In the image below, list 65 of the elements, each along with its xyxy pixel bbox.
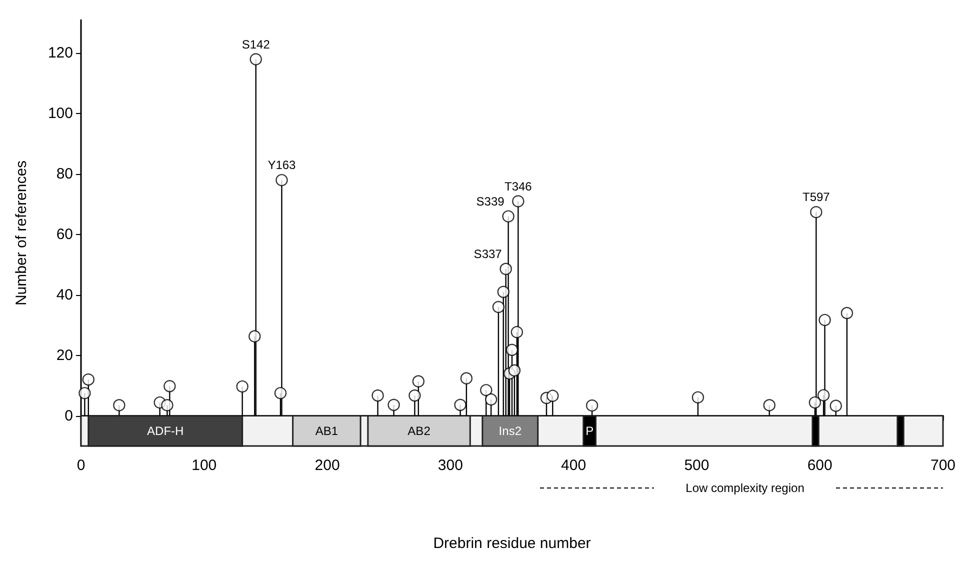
x-tick-label: 100 bbox=[192, 457, 217, 474]
point bbox=[412, 375, 425, 388]
x-tick-label: 700 bbox=[930, 457, 956, 474]
point bbox=[510, 326, 524, 338]
point bbox=[484, 393, 498, 406]
point bbox=[508, 364, 521, 377]
point bbox=[810, 206, 822, 218]
y-axis-title: Number of references bbox=[13, 160, 30, 306]
annotation: S337 bbox=[474, 246, 502, 261]
point bbox=[236, 380, 248, 393]
point bbox=[808, 396, 822, 409]
point bbox=[388, 398, 400, 412]
band-label: AB2 bbox=[408, 424, 431, 438]
point bbox=[763, 399, 776, 412]
point bbox=[248, 330, 261, 342]
point bbox=[502, 210, 514, 222]
y-tick-label: 80 bbox=[56, 166, 73, 183]
point bbox=[480, 384, 492, 396]
annotation: T346 bbox=[504, 179, 532, 194]
point bbox=[818, 314, 831, 326]
x-tick-label: 500 bbox=[684, 457, 710, 474]
point bbox=[497, 286, 510, 298]
point bbox=[840, 306, 854, 320]
band-label: P bbox=[586, 424, 594, 438]
point bbox=[454, 398, 466, 412]
point bbox=[274, 387, 287, 400]
point bbox=[250, 53, 262, 66]
point bbox=[500, 262, 512, 276]
text: Low complexity region bbox=[686, 481, 804, 495]
point bbox=[460, 372, 473, 384]
point bbox=[276, 174, 288, 186]
point bbox=[546, 390, 559, 402]
point bbox=[512, 195, 524, 208]
annotation: S142 bbox=[242, 37, 270, 52]
x-axis-title: Drebrin residue number bbox=[433, 535, 591, 552]
point bbox=[692, 391, 704, 404]
point bbox=[113, 399, 126, 412]
x-tick-label: 300 bbox=[438, 457, 463, 474]
x-tick-label: 200 bbox=[314, 457, 340, 474]
y-tick-label: 0 bbox=[64, 407, 73, 424]
point bbox=[78, 387, 91, 400]
point bbox=[492, 300, 505, 314]
point bbox=[586, 399, 598, 412]
y-tick-label: 120 bbox=[48, 44, 73, 62]
point bbox=[164, 380, 176, 392]
point bbox=[161, 399, 174, 412]
annotation: S339 bbox=[476, 194, 505, 208]
y-tick-label: 40 bbox=[56, 286, 73, 304]
band-label: ADF-H bbox=[147, 424, 184, 438]
x-tick-label: 0 bbox=[76, 457, 86, 474]
x-tick-label: 400 bbox=[561, 457, 586, 474]
y-tick-label: 100 bbox=[48, 105, 73, 122]
annotation: T597 bbox=[802, 190, 830, 204]
y-tick-label: 60 bbox=[56, 226, 73, 244]
point bbox=[82, 373, 94, 386]
band-label: AB1 bbox=[315, 424, 338, 438]
point bbox=[817, 389, 830, 402]
band-label: Ins2 bbox=[498, 424, 522, 438]
point bbox=[408, 389, 421, 402]
y-tick-label: 20 bbox=[56, 346, 73, 364]
point bbox=[506, 344, 518, 356]
x-tick-label: 600 bbox=[807, 457, 832, 474]
point bbox=[830, 400, 842, 412]
annotation: Y163 bbox=[268, 158, 296, 172]
point bbox=[372, 389, 384, 402]
